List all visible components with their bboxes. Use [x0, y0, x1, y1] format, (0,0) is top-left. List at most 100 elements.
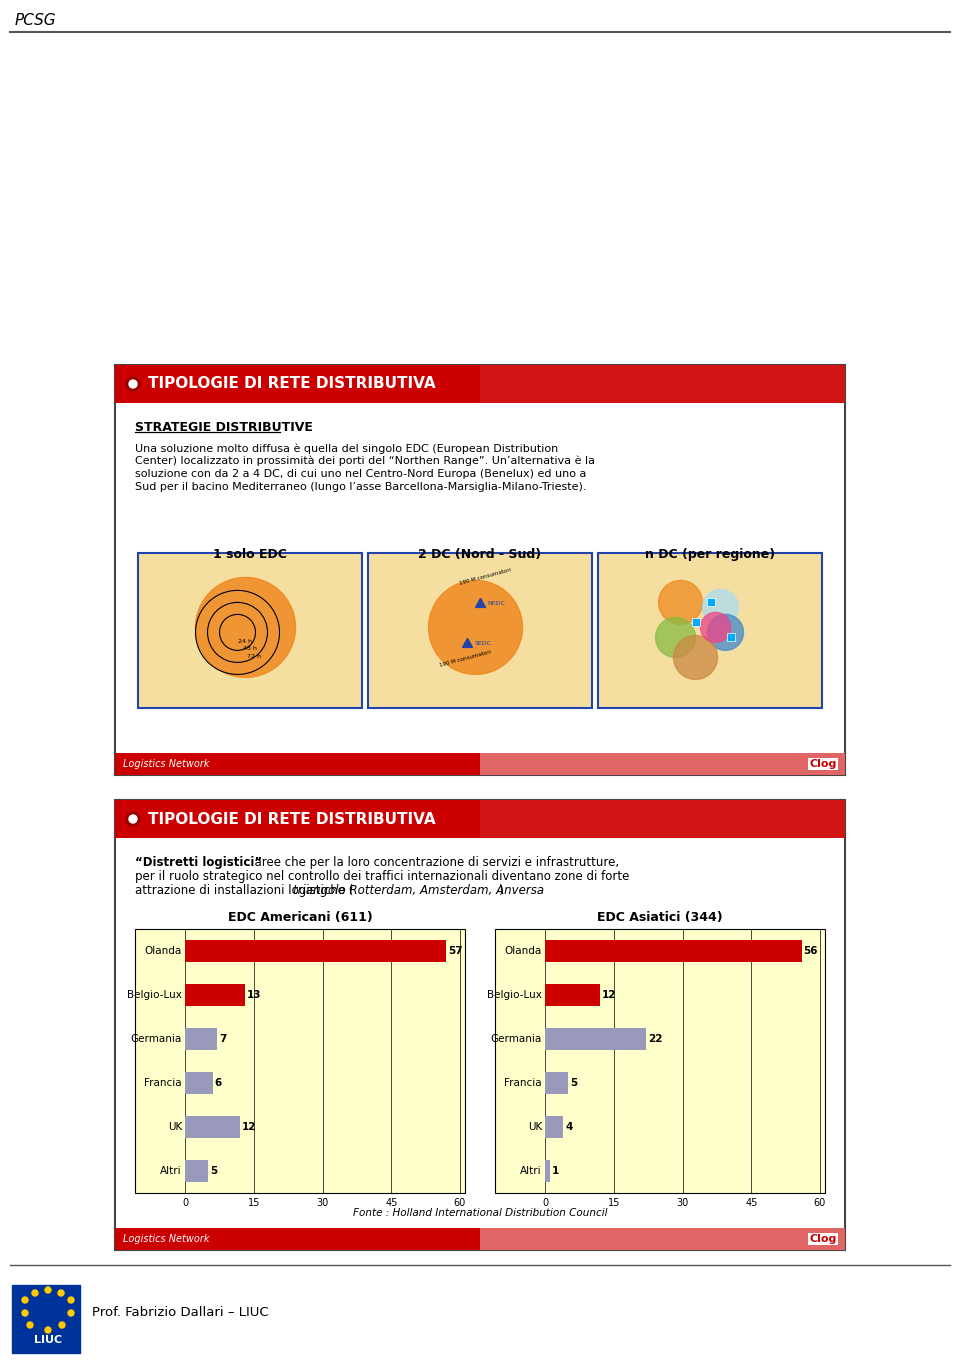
Bar	[480, 1228, 845, 1250]
Text: 190 M consumatori: 190 M consumatori	[440, 650, 492, 669]
Text: PCSG: PCSG	[15, 14, 57, 29]
Text: 6: 6	[214, 1078, 222, 1088]
Text: EDC Americani (611): EDC Americani (611)	[228, 910, 372, 924]
Bar	[12, 1284, 80, 1353]
Text: Germania: Germania	[131, 1035, 182, 1044]
Polygon shape	[463, 639, 472, 647]
Circle shape	[674, 635, 717, 680]
Text: 56: 56	[804, 946, 818, 956]
Text: 30: 30	[677, 1198, 688, 1208]
Text: Clog: Clog	[809, 759, 837, 768]
Bar	[545, 1028, 646, 1050]
Text: 13: 13	[247, 990, 261, 1001]
Text: 7: 7	[219, 1035, 227, 1044]
Text: Logistics Network: Logistics Network	[123, 1234, 209, 1244]
Text: Altri: Altri	[160, 1166, 182, 1177]
Circle shape	[708, 614, 743, 650]
Bar	[598, 553, 822, 708]
Circle shape	[59, 1321, 65, 1328]
Bar	[115, 800, 845, 1250]
Circle shape	[68, 1310, 74, 1316]
Text: 1: 1	[552, 1166, 559, 1177]
Text: 4: 4	[565, 1122, 573, 1132]
Text: 0: 0	[182, 1198, 188, 1208]
Text: n DC (per regione): n DC (per regione)	[645, 547, 775, 561]
Text: 15: 15	[248, 1198, 260, 1208]
Text: “Distretti logistici”: “Distretti logistici”	[135, 856, 262, 870]
Text: per il ruolo strategico nel controllo dei traffici internazionali diventano zone: per il ruolo strategico nel controllo de…	[135, 870, 630, 883]
Text: TIPOLOGIE DI RETE DISTRIBUTIVA: TIPOLOGIE DI RETE DISTRIBUTIVA	[148, 377, 436, 392]
Text: 0: 0	[542, 1198, 548, 1208]
Bar	[138, 553, 362, 708]
Circle shape	[22, 1297, 28, 1304]
Text: Sud per il bacino Mediterraneo (lungo l’asse Barcellona-Marsiglia-Milano-Trieste: Sud per il bacino Mediterraneo (lungo l’…	[135, 482, 587, 491]
Bar	[115, 753, 845, 775]
Circle shape	[126, 377, 140, 390]
Bar	[480, 753, 845, 775]
Bar	[135, 930, 465, 1193]
Text: 57: 57	[448, 946, 463, 956]
Circle shape	[27, 1321, 33, 1328]
Text: 15: 15	[608, 1198, 620, 1208]
Text: 2 DC (Nord - Sud): 2 DC (Nord - Sud)	[419, 547, 541, 561]
Text: 60: 60	[454, 1198, 467, 1208]
Text: 30: 30	[317, 1198, 328, 1208]
Circle shape	[45, 1327, 51, 1334]
Circle shape	[58, 1290, 64, 1295]
Text: soluzione con da 2 a 4 DC, di cui uno nel Centro-Nord Europa (Benelux) ed uno a: soluzione con da 2 a 4 DC, di cui uno ne…	[135, 470, 587, 479]
Bar	[545, 984, 600, 1006]
Text: Una soluzione molto diffusa è quella del singolo EDC (European Distribution: Una soluzione molto diffusa è quella del…	[135, 444, 559, 453]
Text: ): )	[498, 885, 503, 897]
Text: Belgio-Lux: Belgio-Lux	[127, 990, 182, 1001]
Bar	[545, 940, 802, 962]
Circle shape	[701, 613, 731, 643]
Bar	[495, 930, 825, 1193]
Text: 45: 45	[745, 1198, 757, 1208]
Text: Olanda: Olanda	[145, 946, 182, 956]
Text: 48 h: 48 h	[243, 647, 256, 651]
Text: 5: 5	[570, 1078, 577, 1088]
Bar	[115, 800, 845, 838]
Circle shape	[129, 379, 137, 388]
Text: EDC Asiatici (344): EDC Asiatici (344)	[597, 910, 723, 924]
Text: Logistics Network: Logistics Network	[123, 759, 209, 768]
Bar	[368, 553, 592, 708]
Circle shape	[428, 580, 522, 674]
Text: UK: UK	[168, 1122, 182, 1132]
Text: STRATEGIE DISTRIBUTIVE: STRATEGIE DISTRIBUTIVE	[135, 420, 313, 434]
Bar	[115, 1228, 845, 1250]
Text: 22: 22	[648, 1035, 662, 1044]
Bar	[185, 1072, 212, 1093]
Bar	[707, 598, 714, 606]
Text: Altri: Altri	[520, 1166, 542, 1177]
Text: Clog: Clog	[809, 1234, 837, 1244]
Text: NEDC: NEDC	[488, 601, 505, 606]
Bar	[545, 1072, 568, 1093]
Bar	[480, 800, 845, 838]
Text: 60: 60	[814, 1198, 827, 1208]
Circle shape	[68, 1297, 74, 1304]
Bar	[691, 618, 700, 627]
Bar	[727, 633, 734, 642]
Bar	[115, 364, 845, 775]
Text: LIUC: LIUC	[34, 1335, 62, 1345]
Text: TIPOLOGIE DI RETE DISTRIBUTIVA: TIPOLOGIE DI RETE DISTRIBUTIVA	[148, 812, 436, 826]
Text: Francia: Francia	[504, 1078, 542, 1088]
Circle shape	[129, 815, 137, 823]
Circle shape	[659, 580, 703, 624]
Bar	[185, 1028, 217, 1050]
Bar	[545, 1160, 549, 1182]
Text: 1 solo EDC: 1 solo EDC	[213, 547, 287, 561]
Bar	[545, 1117, 564, 1138]
Text: SEDC: SEDC	[474, 642, 492, 646]
Circle shape	[656, 617, 695, 658]
Text: 5: 5	[210, 1166, 217, 1177]
Text: Fonte : Holland International Distribution Council: Fonte : Holland International Distributi…	[352, 1208, 608, 1218]
Circle shape	[196, 577, 296, 677]
Bar	[185, 940, 446, 962]
Bar	[115, 364, 845, 403]
Text: 12: 12	[242, 1122, 256, 1132]
Text: Olanda: Olanda	[505, 946, 542, 956]
Text: Prof. Fabrizio Dallari – LIUC: Prof. Fabrizio Dallari – LIUC	[92, 1306, 269, 1320]
Text: attrazione di installazioni logistiche (: attrazione di installazioni logistiche (	[135, 885, 353, 897]
